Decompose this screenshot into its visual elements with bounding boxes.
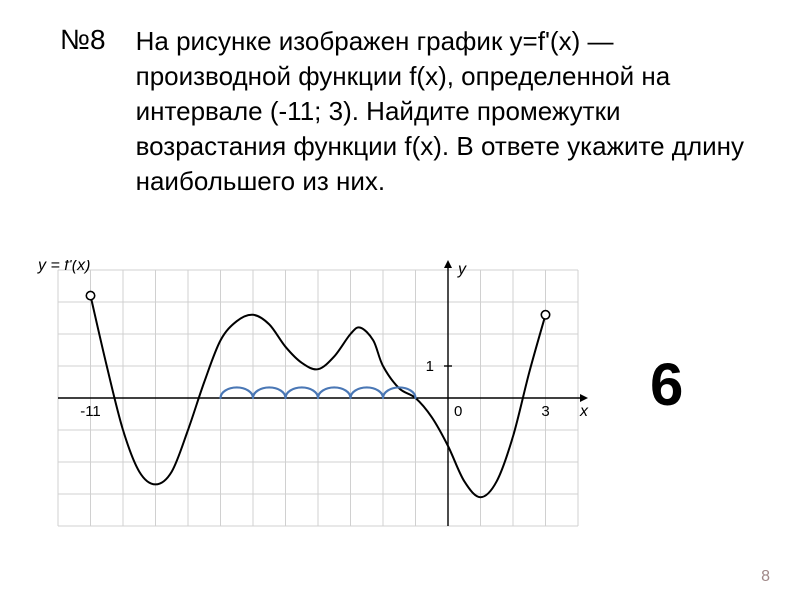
derivative-chart: y x y = f'(x) -11 0 3 1 bbox=[30, 260, 590, 540]
svg-text:y = f'(x): y = f'(x) bbox=[37, 260, 90, 274]
chart-svg: y x y = f'(x) -11 0 3 1 bbox=[30, 260, 590, 540]
svg-text:y: y bbox=[457, 261, 467, 278]
svg-text:-11: -11 bbox=[80, 403, 101, 420]
svg-text:0: 0 bbox=[454, 403, 462, 420]
svg-text:x: x bbox=[579, 403, 589, 420]
problem-number: №8 bbox=[60, 24, 106, 56]
problem-text: На рисунке изображен график y=f'(x) — пр… bbox=[136, 24, 756, 199]
svg-text:3: 3 bbox=[541, 403, 549, 420]
page-number: 8 bbox=[761, 568, 770, 586]
answer-value: 6 bbox=[650, 350, 683, 419]
svg-text:1: 1 bbox=[426, 358, 434, 375]
